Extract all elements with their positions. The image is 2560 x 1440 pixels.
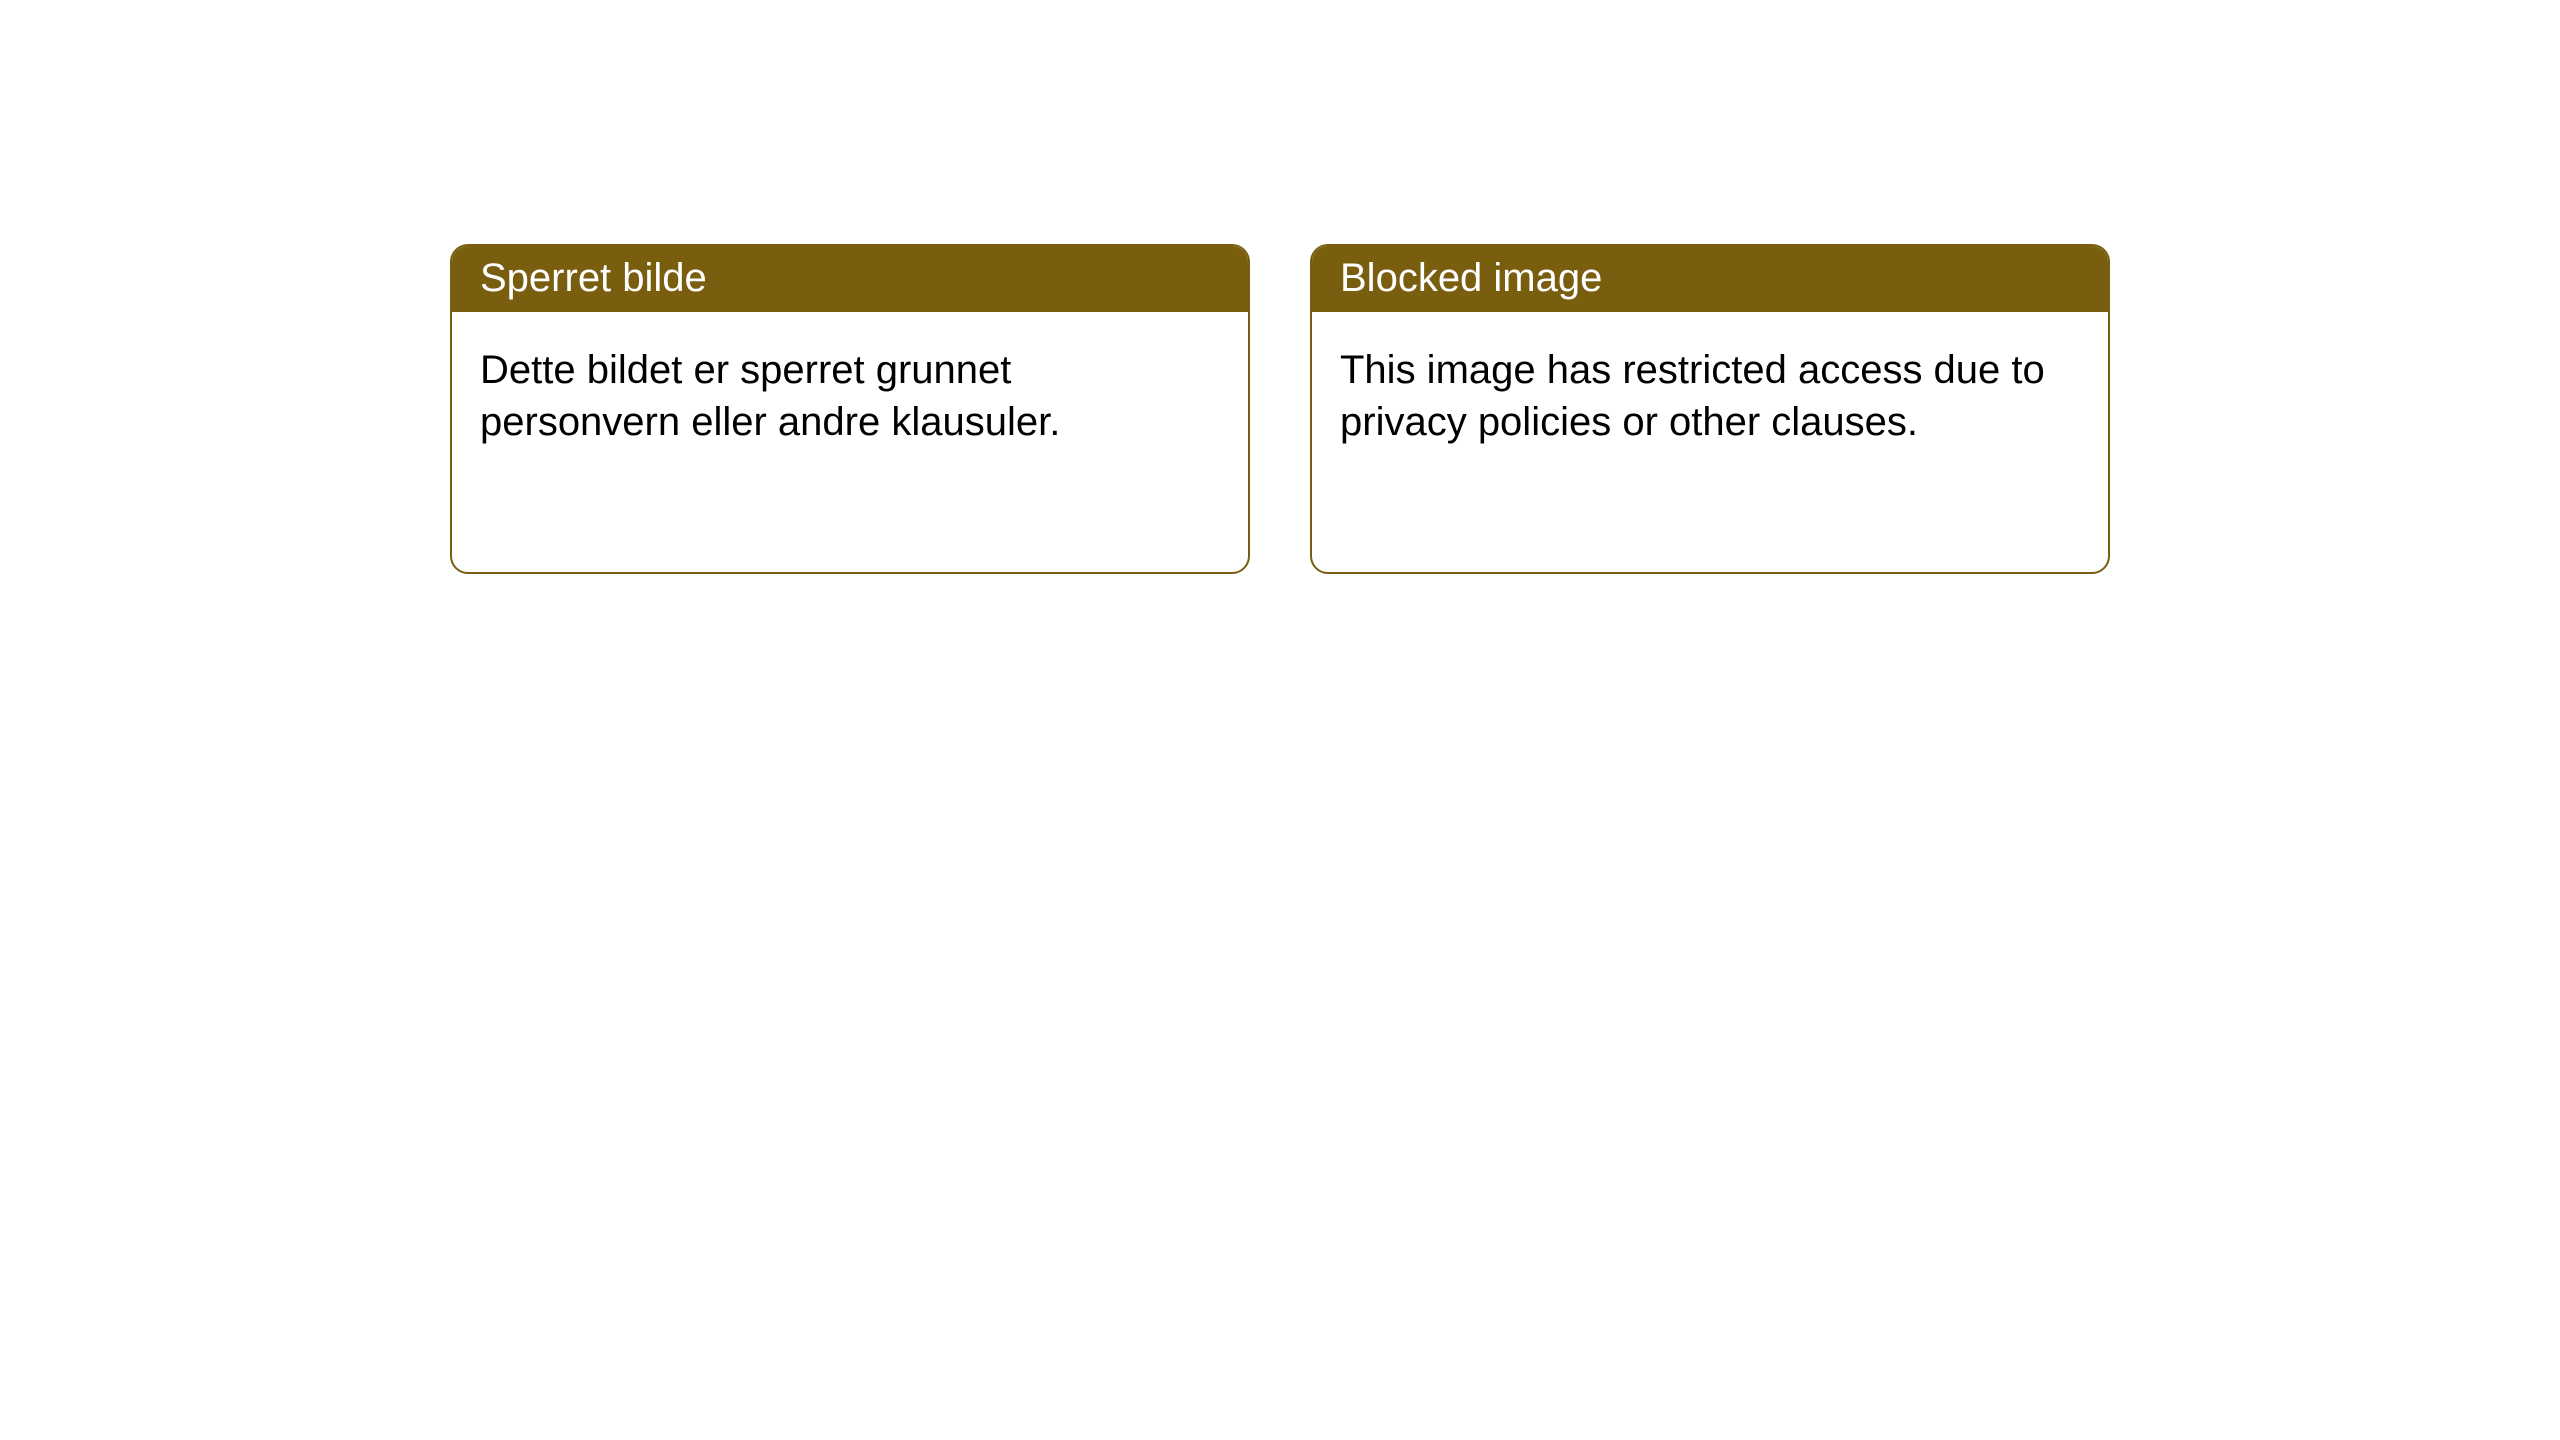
card-title: Blocked image <box>1340 256 1602 300</box>
card-header: Blocked image <box>1312 246 2108 312</box>
notice-cards-container: Sperret bilde Dette bildet er sperret gr… <box>0 0 2560 574</box>
card-body: Dette bildet er sperret grunnet personve… <box>452 312 1248 480</box>
card-message: Dette bildet er sperret grunnet personve… <box>480 348 1060 444</box>
notice-card-norwegian: Sperret bilde Dette bildet er sperret gr… <box>450 244 1250 574</box>
card-body: This image has restricted access due to … <box>1312 312 2108 480</box>
notice-card-english: Blocked image This image has restricted … <box>1310 244 2110 574</box>
card-header: Sperret bilde <box>452 246 1248 312</box>
card-message: This image has restricted access due to … <box>1340 348 2045 444</box>
card-title: Sperret bilde <box>480 256 707 300</box>
